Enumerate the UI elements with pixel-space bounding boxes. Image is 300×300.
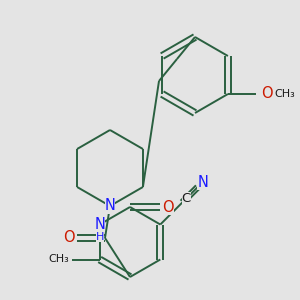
Text: O: O (261, 86, 272, 101)
Text: N: N (105, 199, 116, 214)
Text: O: O (63, 230, 75, 245)
Text: N: N (197, 175, 208, 190)
Text: CH₃: CH₃ (274, 89, 295, 99)
Text: O: O (162, 200, 174, 214)
Text: H: H (95, 232, 104, 242)
Text: C: C (182, 192, 191, 205)
Text: N: N (94, 217, 105, 232)
Text: CH₃: CH₃ (48, 254, 69, 265)
